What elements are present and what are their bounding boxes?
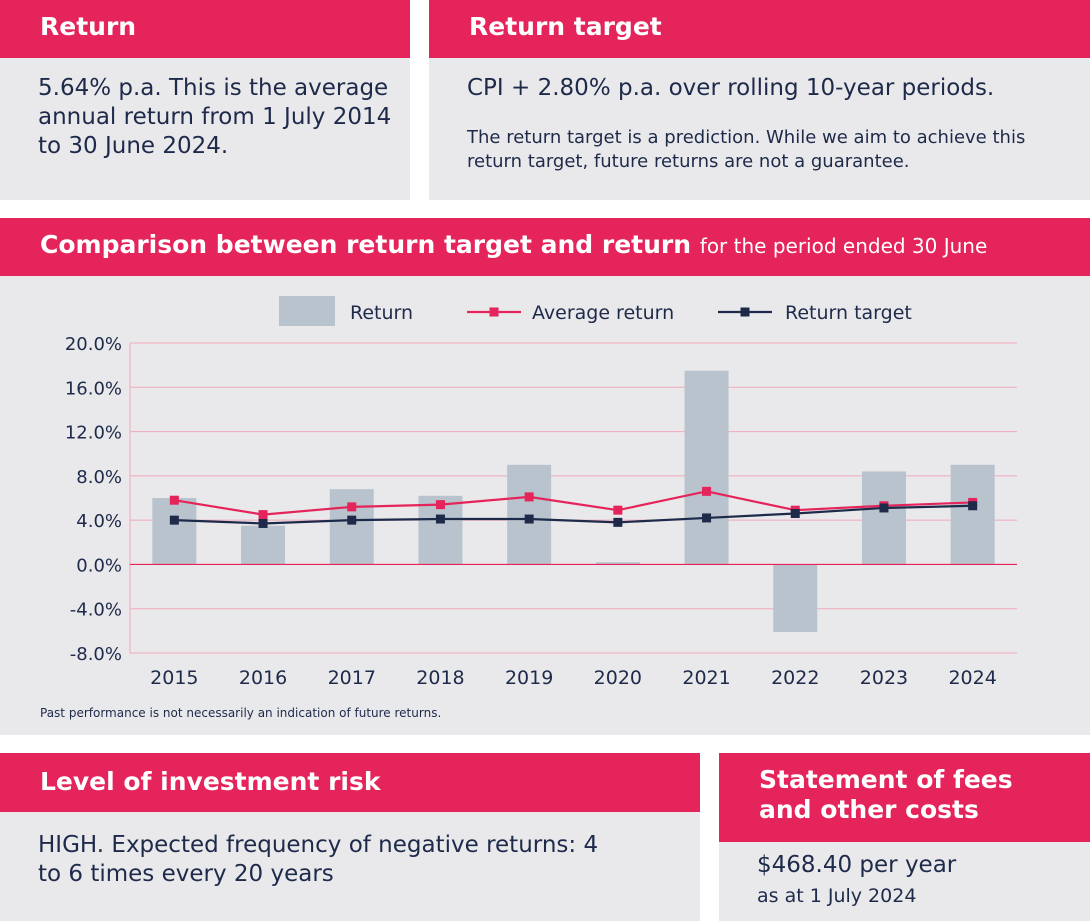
fees-heading: Statement of fees and other costs bbox=[759, 765, 1013, 824]
return-bars bbox=[152, 370, 995, 632]
legend-average-return-label: Average return bbox=[532, 302, 674, 324]
return-target-body: CPI + 2.80% p.a. over rolling 10-year pe… bbox=[467, 75, 995, 101]
chart-gridlines bbox=[130, 342, 1017, 654]
return-panel: Return 5.64% p.a. This is the average an… bbox=[0, 0, 410, 200]
y-tick-label: 0.0% bbox=[76, 555, 122, 576]
fees-amount: $468.40 per year bbox=[757, 852, 957, 878]
return-target-point bbox=[435, 514, 445, 524]
average-return-line bbox=[174, 490, 973, 516]
x-tick-label: 2022 bbox=[771, 667, 819, 689]
return-target-point bbox=[347, 515, 357, 525]
fees-panel: Statement of fees and other costs $468.4… bbox=[719, 753, 1090, 921]
return-bar bbox=[329, 489, 374, 565]
chart-title: Comparison between return target and ret… bbox=[40, 230, 692, 259]
return-heading: Return bbox=[40, 12, 137, 41]
return-target-heading: Return target bbox=[469, 12, 662, 41]
x-tick-label: 2015 bbox=[150, 667, 198, 689]
average-return-point bbox=[169, 495, 179, 505]
y-tick-label: -8.0% bbox=[70, 644, 122, 665]
x-tick-label: 2024 bbox=[948, 667, 996, 689]
risk-heading: Level of investment risk bbox=[40, 767, 381, 796]
chart-lines bbox=[169, 486, 978, 528]
return-bar bbox=[152, 498, 197, 565]
average-return-point bbox=[258, 510, 268, 520]
average-return-point bbox=[347, 502, 357, 512]
fees-as-at: as at 1 July 2024 bbox=[757, 885, 917, 907]
fees-heading-bar: Statement of fees and other costs bbox=[719, 753, 1090, 842]
return-bar bbox=[684, 370, 729, 565]
chart-heading: Comparison between return target and ret… bbox=[40, 230, 987, 259]
x-tick-label: 2020 bbox=[594, 667, 642, 689]
legend-average-return-marker bbox=[489, 307, 499, 317]
chart-subtitle: for the period ended 30 June bbox=[699, 234, 988, 258]
average-return-point bbox=[702, 486, 712, 496]
return-bar bbox=[861, 471, 906, 565]
average-return-point bbox=[613, 505, 623, 515]
chart-footnote: Past performance is not necessarily an i… bbox=[40, 706, 442, 720]
chart-panel: Comparison between return target and ret… bbox=[0, 218, 1090, 735]
risk-body: HIGH. Expected frequency of negative ret… bbox=[38, 832, 599, 887]
return-target-point bbox=[169, 515, 179, 525]
average-return-point bbox=[435, 500, 445, 510]
x-tick-label: 2021 bbox=[682, 667, 730, 689]
x-tick-label: 2018 bbox=[416, 667, 464, 689]
y-tick-label: 12.0% bbox=[65, 423, 122, 444]
return-bar bbox=[950, 464, 995, 565]
return-bar bbox=[595, 562, 640, 565]
y-tick-label: -4.0% bbox=[70, 600, 122, 621]
x-tick-label: 2019 bbox=[505, 667, 553, 689]
return-target-line bbox=[174, 504, 973, 525]
chart-axes: 20.0% 16.0% 12.0% 8.0% 4.0% 0.0% -4.0% -8.0% 201… bbox=[65, 334, 1017, 689]
return-bar bbox=[241, 525, 286, 565]
legend-return-target-label: Return target bbox=[785, 302, 912, 324]
return-body: 5.64% p.a. This is the average annual re… bbox=[38, 75, 392, 159]
x-tick-label: 2017 bbox=[328, 667, 376, 689]
return-target-point bbox=[968, 501, 978, 511]
risk-heading-bar: Level of investment risk bbox=[0, 753, 700, 812]
return-target-point bbox=[702, 513, 712, 523]
legend-return-swatch bbox=[279, 296, 335, 326]
return-target-note: The return target is a prediction. While… bbox=[467, 127, 1026, 172]
return-target-point bbox=[790, 509, 800, 518]
x-tick-label: 2023 bbox=[860, 667, 908, 689]
x-tick-label: 2016 bbox=[239, 667, 287, 689]
return-target-panel: Return target CPI + 2.80% p.a. over roll… bbox=[429, 0, 1090, 200]
chart-heading-bar: Comparison between return target and ret… bbox=[0, 218, 1090, 276]
return-bar bbox=[773, 564, 818, 632]
average-return-point bbox=[524, 492, 534, 502]
return-heading-bar: Return bbox=[0, 0, 410, 58]
risk-panel: Level of investment risk HIGH. Expected … bbox=[0, 753, 700, 921]
legend-return-label: Return bbox=[350, 302, 413, 324]
legend-return-target-marker bbox=[740, 307, 750, 317]
y-tick-label: 8.0% bbox=[76, 467, 122, 488]
return-target-point bbox=[613, 517, 623, 527]
y-tick-label: 4.0% bbox=[76, 511, 122, 532]
return-target-point bbox=[524, 514, 534, 524]
returns-chart: Return Average return Return target 20.0% 1… bbox=[65, 296, 1017, 689]
chart-legend: Return Average return Return target bbox=[279, 296, 912, 326]
y-tick-label: 20.0% bbox=[65, 334, 122, 355]
y-tick-label: 16.0% bbox=[65, 378, 122, 399]
return-target-point bbox=[879, 503, 889, 513]
return-target-point bbox=[258, 518, 268, 528]
return-target-heading-bar: Return target bbox=[429, 0, 1090, 58]
